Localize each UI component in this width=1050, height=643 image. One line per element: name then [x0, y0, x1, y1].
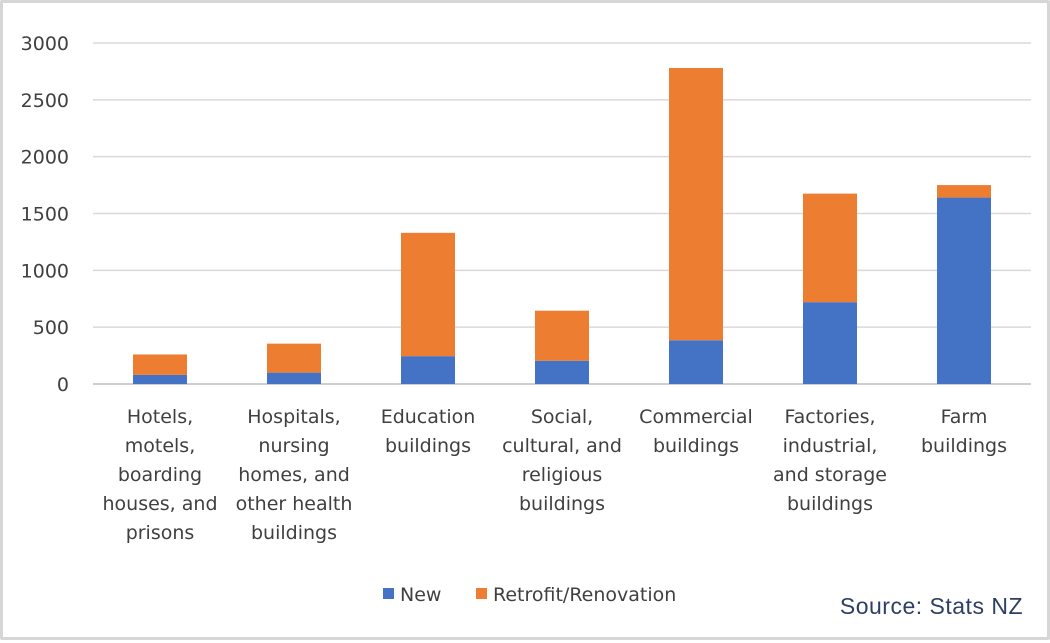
y-tick-label: 1000	[21, 260, 69, 282]
bar-new	[401, 356, 455, 384]
x-category-label: Education buildings	[381, 406, 476, 457]
bar-new	[535, 360, 589, 384]
bar-retrofit-renovation	[803, 193, 857, 303]
bar-retrofit-renovation	[535, 310, 589, 361]
y-tick-label: 0	[57, 374, 69, 396]
x-category-label: Hospitals, nursing homes, and other health b…	[236, 406, 353, 544]
legend-label: Retrofit/Renovation	[493, 584, 676, 606]
y-tick-label: 2500	[21, 90, 69, 112]
y-tick-label: 1500	[21, 204, 69, 226]
y-tick-label: 500	[33, 317, 69, 339]
bar-retrofit-renovation	[133, 354, 187, 375]
bar-retrofit-renovation	[937, 185, 991, 198]
x-axis-categories: Hotels, motels, boarding houses, and prisons…	[102, 406, 1007, 544]
legend-swatch	[476, 588, 487, 599]
bar-retrofit-renovation	[401, 232, 455, 357]
x-category-label: Farm buildings	[921, 406, 1007, 457]
source-note: Source: Stats NZ	[839, 593, 1023, 619]
y-axis-ticks: 0 500 1000 1500 2000 2500 3000	[21, 33, 69, 396]
x-category-label: Commercial buildings	[639, 406, 753, 457]
bar-chart: 0 500 1000 1500 2000 2500 3000 Hotels, motels, b…	[21, 33, 1031, 606]
x-category-label: Factories, industrial, and storage building…	[773, 406, 887, 515]
bar-retrofit-renovation	[267, 343, 321, 373]
y-tick-label: 2000	[21, 147, 69, 169]
legend-label: New	[400, 584, 441, 606]
bar-new	[133, 374, 187, 384]
bar-new	[803, 302, 857, 384]
gridlines	[93, 42, 1031, 385]
bar-retrofit-renovation	[669, 68, 723, 341]
bars	[133, 68, 991, 384]
x-category-label: Hotels, motels, boarding houses, and prisons	[102, 406, 217, 544]
x-category-label: Social, cultural, and religious buildings	[502, 406, 622, 515]
bar-new	[669, 340, 723, 384]
y-tick-label: 3000	[21, 33, 69, 55]
legend: New Retrofit/Renovation	[383, 584, 676, 606]
bar-new	[937, 197, 991, 384]
bar-new	[267, 372, 321, 384]
legend-swatch	[383, 588, 394, 599]
